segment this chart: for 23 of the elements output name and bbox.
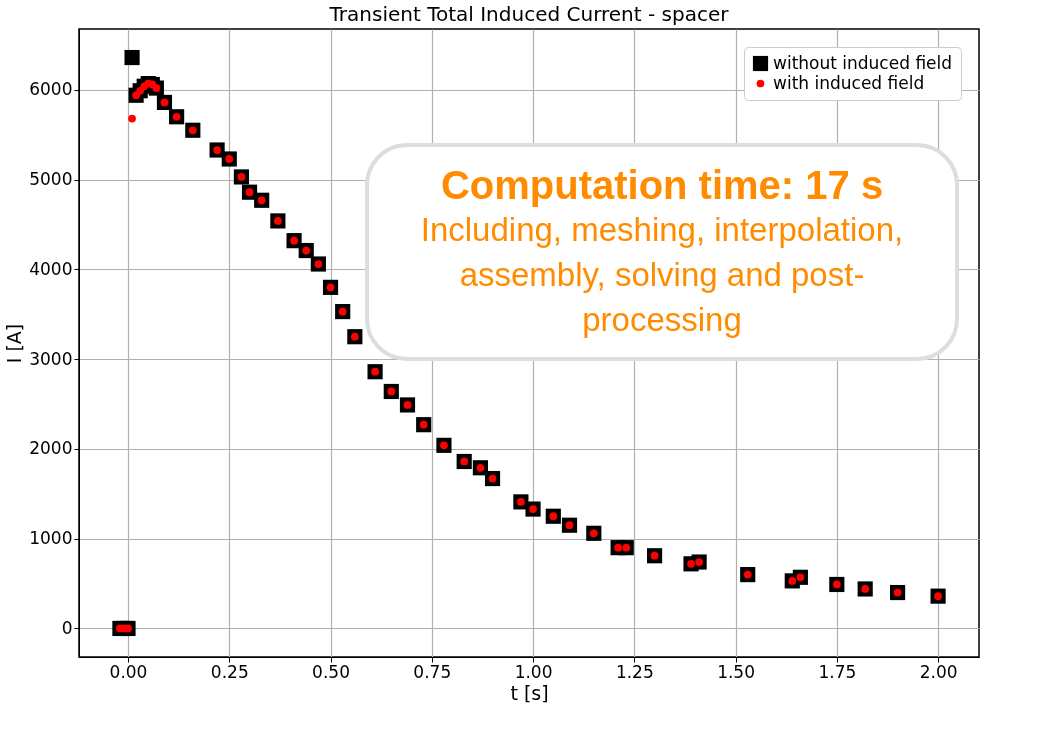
x-tick-label: 2.00 bbox=[919, 661, 958, 682]
y-tick-label: 5000 bbox=[29, 169, 73, 190]
y-tick-label: 6000 bbox=[29, 79, 73, 100]
x-tick-label: 1.75 bbox=[818, 661, 857, 682]
x-tick-label: 0.25 bbox=[210, 661, 249, 682]
y-tick-label: 4000 bbox=[29, 258, 73, 279]
y-tick-label: 1000 bbox=[29, 528, 73, 549]
annotation: Computation time: 17 s bbox=[440, 163, 884, 207]
y-tick-label: 3000 bbox=[29, 348, 73, 369]
y-tick-label: 0 bbox=[61, 617, 73, 638]
y-axis-title: I [A] bbox=[3, 323, 26, 364]
annotation: Including, meshing, interpolation, assembly, solving and post- processing bbox=[420, 211, 904, 338]
y-tick-label: 2000 bbox=[29, 438, 73, 459]
legend-label: with induced field bbox=[773, 72, 925, 93]
x-tick-label: 0.75 bbox=[413, 661, 452, 682]
legend-label: without induced field bbox=[773, 52, 953, 73]
x-tick-label: 0.50 bbox=[312, 661, 350, 682]
x-tick-label: 1.00 bbox=[514, 661, 553, 682]
x-axis-title: t [s] bbox=[510, 681, 549, 704]
x-tick-label: 1.25 bbox=[615, 661, 654, 682]
x-tick-label: 0.00 bbox=[109, 661, 148, 682]
chart-title: Transient Total Induced Current - spacer bbox=[328, 2, 730, 26]
x-tick-label: 1.50 bbox=[717, 661, 755, 682]
